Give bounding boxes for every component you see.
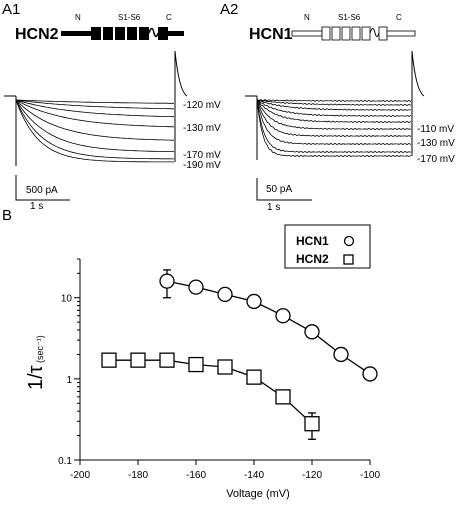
hcn2-domain-diagram: N S1-S6 C xyxy=(61,13,184,40)
hcn2-tail-current xyxy=(174,50,188,97)
hcn1-title: HCN1 xyxy=(249,26,293,43)
hcn2-data-point xyxy=(188,356,204,373)
hcn1-voltage-label-3: -170 mV xyxy=(417,154,455,165)
hcn1-trace xyxy=(256,100,412,131)
x-tick-label: -200 xyxy=(70,470,90,481)
hcn2-trace xyxy=(15,99,175,163)
hcn1-trace xyxy=(256,99,412,158)
hcn2-data-point xyxy=(217,359,233,375)
hcn1-data-point xyxy=(159,273,175,289)
legend-circle-marker xyxy=(343,235,355,247)
hcn1-domain-n: N xyxy=(304,13,310,22)
hcn2-current-traces xyxy=(4,50,188,166)
y-axis-label-unit: (sec⁻¹) xyxy=(35,335,45,363)
legend-hcn2-label: HCN2 xyxy=(296,252,329,266)
hcn1-trace xyxy=(256,99,412,118)
x-tick-label: -120 xyxy=(302,470,322,481)
hcn2-trace xyxy=(15,99,174,152)
hcn1-tail-current xyxy=(411,50,425,97)
hcn1-trace xyxy=(256,99,412,138)
hcn2-voltage-label-3: -170 mV xyxy=(183,150,221,161)
hcn2-voltage-label-1: -120 mV xyxy=(183,100,221,111)
y-tick-label: 0.1 xyxy=(58,456,72,467)
hcn1-trace xyxy=(256,98,412,106)
x-tick-label: -160 xyxy=(186,470,206,481)
legend-square-marker xyxy=(343,254,354,265)
hcn1-data-point xyxy=(275,308,291,324)
hcn2-trace xyxy=(15,99,174,110)
x-axis-label: Voltage (mV) xyxy=(226,488,290,500)
hcn1-current-traces xyxy=(245,50,425,160)
hcn2-domain-n: N xyxy=(75,13,81,22)
legend-hcn1-label: HCN1 xyxy=(296,234,329,248)
y-axis-label-main: 1/τ xyxy=(25,365,47,390)
hcn2-domain-mid: S1-S6 xyxy=(118,13,141,22)
hcn2-trace xyxy=(15,99,174,118)
hcn1-trace xyxy=(256,100,412,124)
hcn1-trace xyxy=(256,99,412,154)
x-tick-label: -180 xyxy=(128,470,148,481)
hcn2-data-point xyxy=(159,352,175,368)
hcn2-domain-c: C xyxy=(166,13,172,22)
panel-a1-label: A1 xyxy=(2,1,20,18)
hcn1-domain-mid: S1-S6 xyxy=(338,13,361,22)
hcn2-title: HCN2 xyxy=(15,26,59,43)
panel-a2-label: A2 xyxy=(220,1,238,18)
chart-legend: HCN1 HCN2 xyxy=(284,224,371,269)
y-tick-label: 10 xyxy=(61,294,73,305)
hcn2-data-point xyxy=(304,416,320,432)
hcn1-data-point xyxy=(362,366,378,382)
hcn2-trace xyxy=(15,99,174,128)
hcn1-voltage-label-2: -130 mV xyxy=(417,138,455,149)
hcn1-scale-bar xyxy=(256,178,312,201)
hcn1-trace xyxy=(256,98,411,111)
hcn2-voltage-label-4: -190 mV xyxy=(183,160,221,171)
hcn2-scale-x-label: 1 s xyxy=(30,201,43,212)
hcn2-data-point xyxy=(101,352,117,368)
hcn2-trace xyxy=(15,99,174,160)
hcn1-scale-x-label: 1 s xyxy=(267,202,280,213)
hcn2-data-point xyxy=(130,352,146,368)
hcn1-voltage-label-1: -110 mV xyxy=(417,124,454,135)
hcn2-scale-bar xyxy=(15,175,70,201)
hcn1-scale-y-label: 50 pA xyxy=(266,184,292,195)
hcn1-data-point xyxy=(246,293,262,310)
hcn1-trace xyxy=(256,99,412,146)
y-tick-label: 1 xyxy=(66,375,72,386)
hcn2-trace xyxy=(15,99,174,141)
hcn1-domain-diagram: N S1-S6 C xyxy=(291,13,416,41)
legend-box xyxy=(284,224,371,269)
panel-b-label: B xyxy=(2,207,12,224)
hcn1-data-point xyxy=(333,346,349,363)
hcn2-data-point xyxy=(275,389,291,405)
hcn1-data-point xyxy=(304,324,320,340)
hcn2-scale-y-label: 500 pA xyxy=(26,185,58,196)
hcn2-data-point xyxy=(246,369,262,385)
x-tick-label: -100 xyxy=(360,470,380,481)
hcn2-trace xyxy=(15,99,174,104)
x-tick-label: -140 xyxy=(244,470,264,481)
tau-chart: -200 -180 -160 -140 -120 -100 0.1 1 10 xyxy=(58,258,380,481)
hcn1-domain-c: C xyxy=(396,13,402,22)
hcn1-data-point xyxy=(188,279,204,295)
hcn2-voltage-label-2: -130 mV xyxy=(183,123,221,134)
hcn1-trace xyxy=(256,99,412,103)
hcn1-data-point xyxy=(217,286,233,303)
